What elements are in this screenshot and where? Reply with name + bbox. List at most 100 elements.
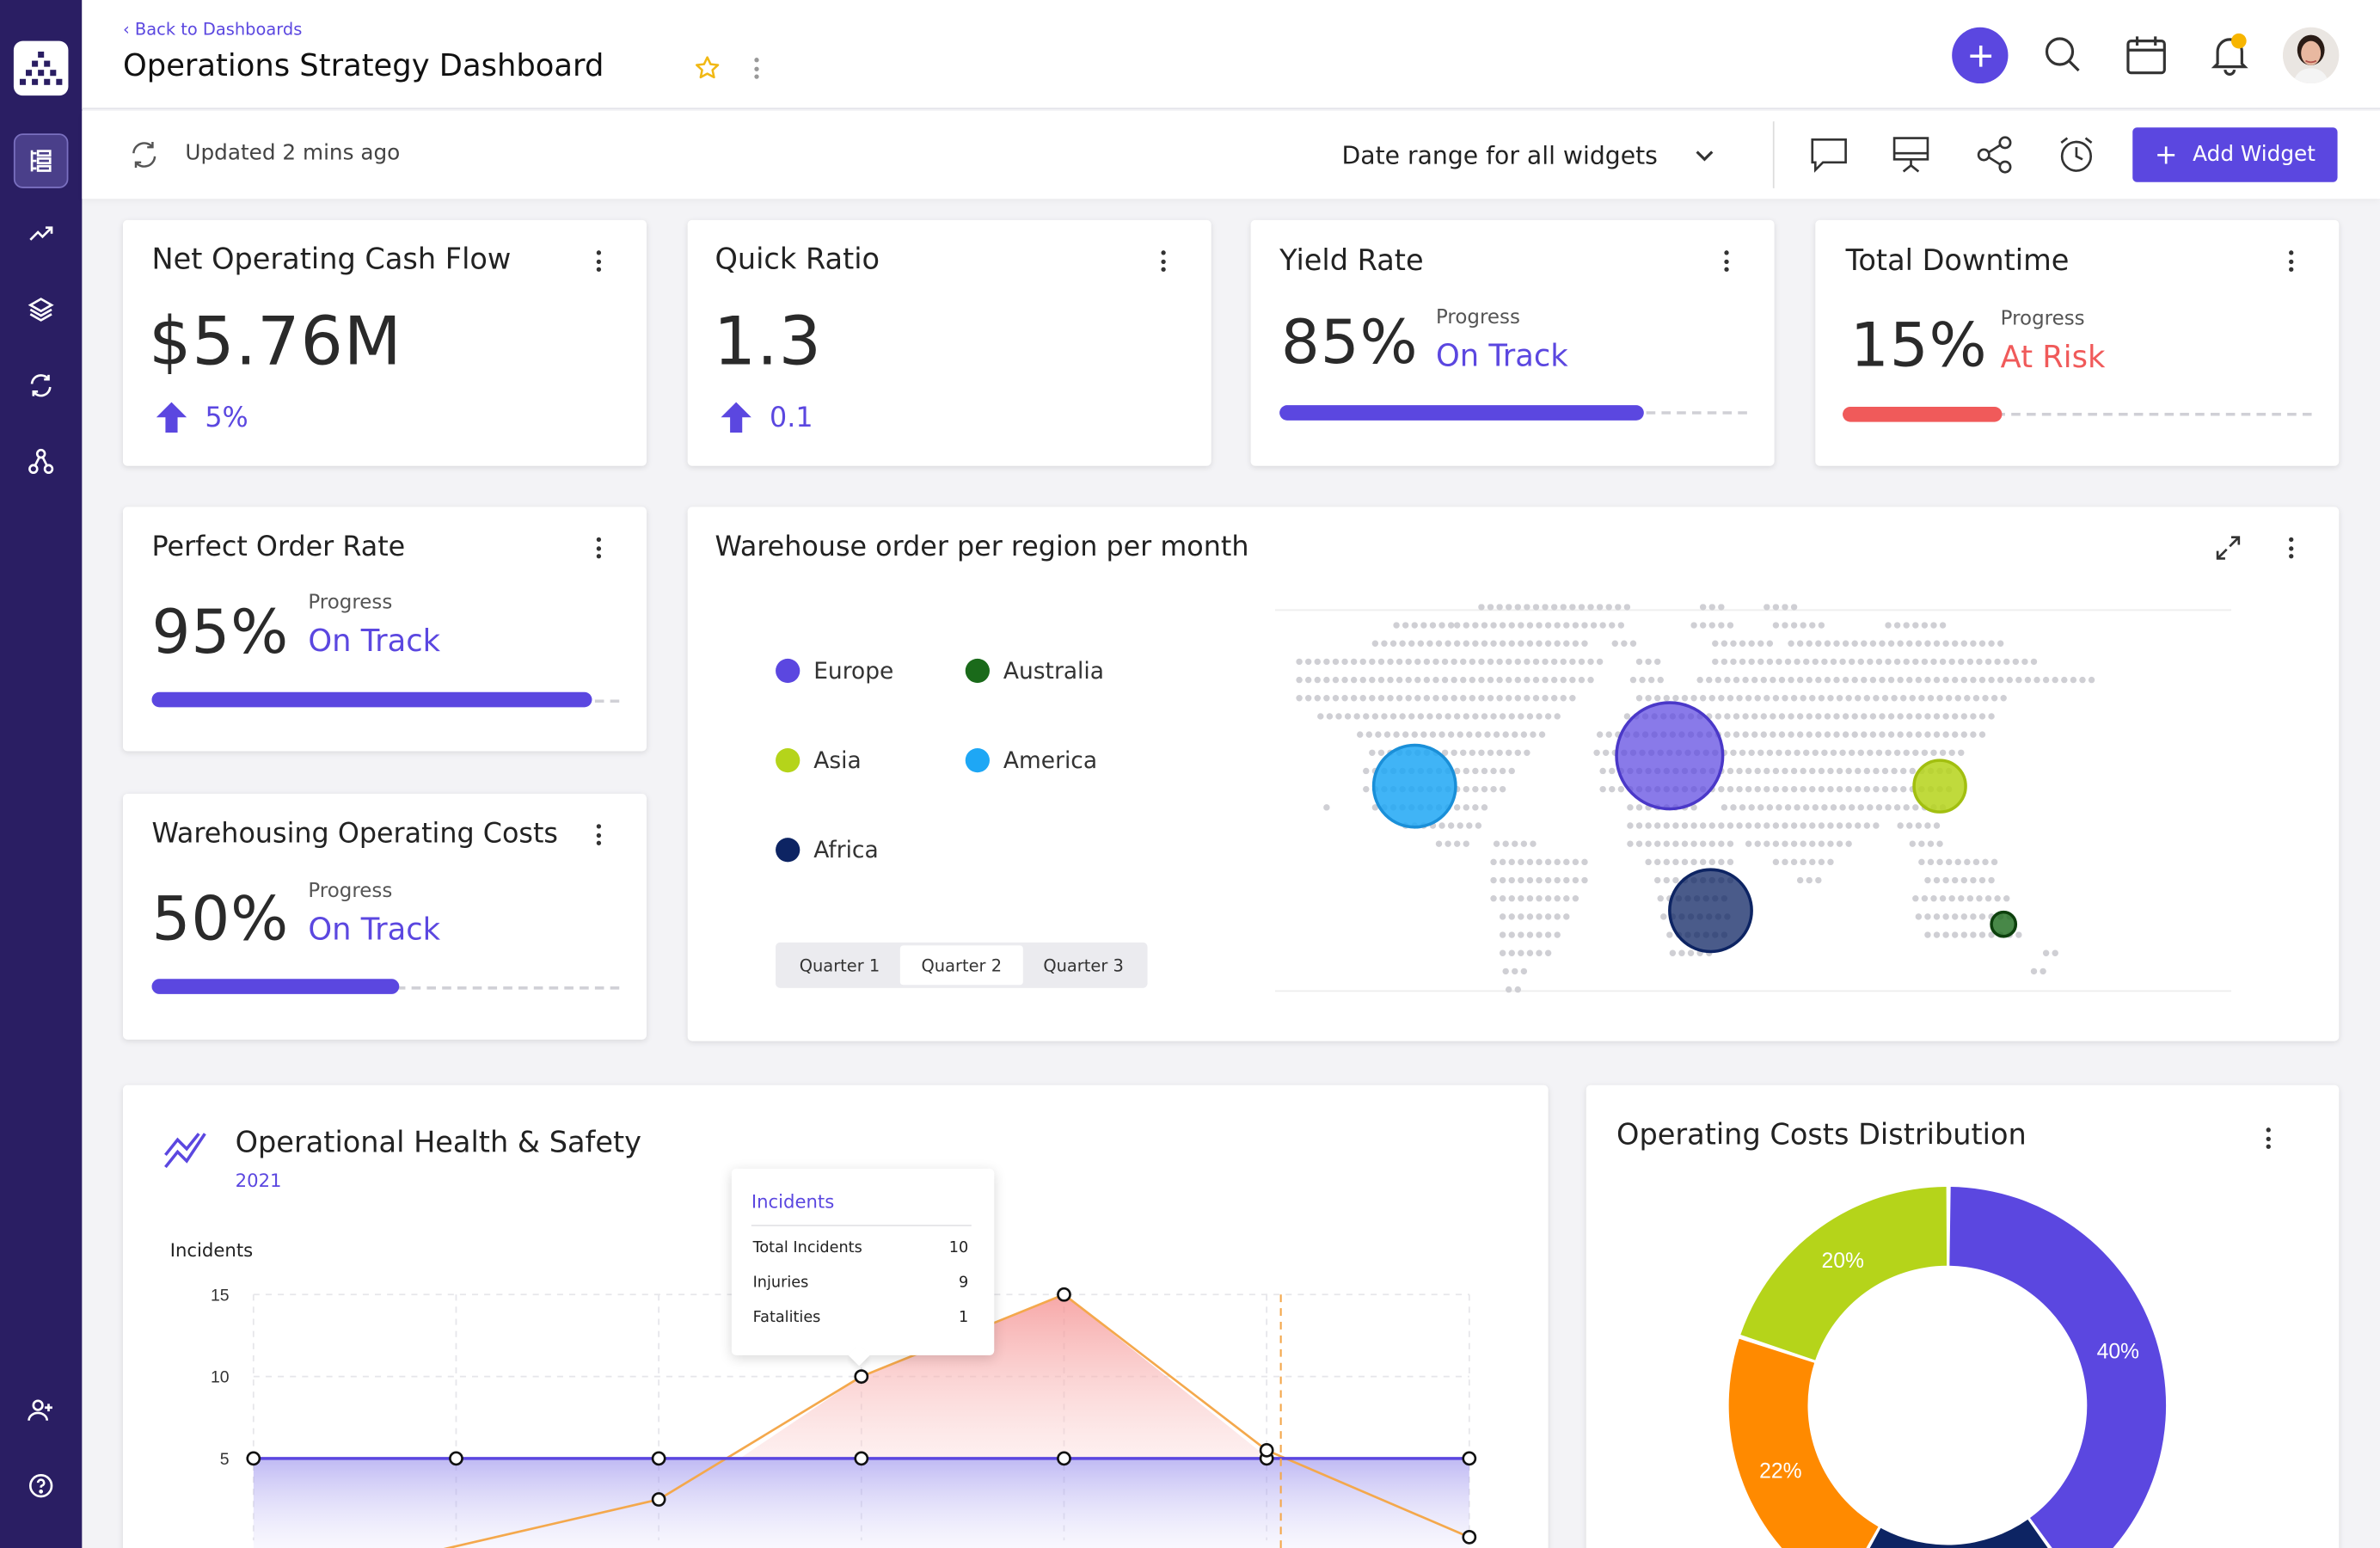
- tab-quarter-2[interactable]: Quarter 2: [900, 945, 1023, 986]
- card-menu-button[interactable]: [1154, 248, 1172, 275]
- legend-asia[interactable]: Asia: [776, 746, 862, 774]
- last-updated-text: Updated 2 mins ago: [185, 141, 401, 166]
- sidebar-item-network[interactable]: [14, 434, 69, 489]
- sync-icon: [30, 374, 52, 397]
- sidebar-item-add-user[interactable]: [14, 1383, 69, 1438]
- data-point[interactable]: [1057, 1287, 1071, 1302]
- favorite-star-button[interactable]: [692, 53, 722, 83]
- bubble-america[interactable]: [1371, 743, 1457, 829]
- tab-quarter-3[interactable]: Quarter 3: [1043, 955, 1124, 975]
- user-avatar[interactable]: [2283, 27, 2340, 84]
- status-text: On Track: [308, 910, 441, 948]
- add-widget-plus-icon: +: [2154, 138, 2178, 171]
- sidebar-item-dashboards[interactable]: [13, 133, 69, 188]
- schedule-button[interactable]: [2053, 132, 2099, 178]
- sidebar-item-help[interactable]: [14, 1459, 69, 1514]
- data-point[interactable]: [449, 1451, 463, 1466]
- title-menu-button[interactable]: [747, 55, 765, 83]
- donut-slice[interactable]: [1949, 1187, 2167, 1548]
- toolbar-divider: [1772, 121, 1775, 188]
- legend-label: Europe: [813, 657, 894, 685]
- legend-australia[interactable]: Australia: [965, 657, 1105, 685]
- bubble-australia[interactable]: [1990, 910, 2018, 938]
- notifications-button[interactable]: [2207, 30, 2253, 78]
- card-title: Operating Costs Distribution: [1616, 1118, 2027, 1152]
- card-operating-costs-distribution: Operating Costs Distribution: [1586, 1084, 2340, 1548]
- progress-label: Progress: [2000, 308, 2085, 331]
- card-menu-button[interactable]: [589, 534, 607, 562]
- data-point[interactable]: [1259, 1442, 1274, 1458]
- toolbar: Updated 2 mins ago Date range for all wi…: [82, 110, 2380, 200]
- card-menu-button[interactable]: [1717, 248, 1735, 275]
- bubble-asia[interactable]: [1912, 759, 1967, 814]
- share-button[interactable]: [1972, 132, 2017, 178]
- sidebar-item-sync[interactable]: [14, 358, 69, 413]
- card-menu-button[interactable]: [589, 248, 607, 275]
- card-warehousing-operating-costs: Warehousing Operating Costs 50% Progress…: [122, 793, 647, 1040]
- data-point[interactable]: [854, 1369, 869, 1384]
- tooltip-row-value: 9: [959, 1275, 969, 1292]
- refresh-button[interactable]: [127, 138, 161, 172]
- present-button[interactable]: [1888, 132, 1934, 178]
- expand-button[interactable]: [2211, 531, 2245, 565]
- add-widget-button[interactable]: + Add Widget: [2132, 127, 2338, 182]
- donut-slice[interactable]: [1728, 1338, 1879, 1548]
- kpi-value: 85%: [1280, 308, 1419, 378]
- bell-icon: [2211, 33, 2248, 76]
- donut-slice[interactable]: [1843, 1519, 2074, 1548]
- bubble-africa[interactable]: [1668, 868, 1753, 954]
- legend-label: Asia: [813, 746, 862, 774]
- add-user-icon: [28, 1399, 52, 1421]
- legend-label: America: [1003, 746, 1098, 774]
- y-tick-label: 5: [220, 1450, 230, 1469]
- logo-icon: [19, 51, 63, 85]
- chart-tooltip: Incidents Total Incidents 10 Injuries 9 Fa…: [731, 1168, 995, 1367]
- tooltip-row-value: 1: [959, 1309, 969, 1327]
- data-point[interactable]: [246, 1451, 261, 1466]
- tooltip-row: Fatalities 1: [753, 1310, 969, 1326]
- legend-label: Africa: [813, 836, 879, 864]
- tooltip-row-label: Injuries: [752, 1275, 809, 1292]
- costs-donut-chart: 40% 22% 20%: [1728, 1186, 2167, 1548]
- card-menu-button[interactable]: [2281, 248, 2299, 275]
- data-point[interactable]: [651, 1492, 666, 1507]
- card-menu-button[interactable]: [589, 821, 607, 849]
- legend-europe[interactable]: Europe: [776, 657, 893, 685]
- comments-button[interactable]: [1806, 132, 1852, 178]
- legend-label: Australia: [1003, 657, 1105, 685]
- donut-slice[interactable]: [1740, 1186, 1948, 1361]
- sidebar-item-trends[interactable]: [14, 206, 69, 261]
- sidebar-item-layers[interactable]: [14, 282, 69, 337]
- presentation-icon: [1892, 137, 1929, 173]
- legend-dot: [965, 658, 990, 684]
- tooltip-row-label: Fatalities: [752, 1309, 821, 1327]
- date-range-select[interactable]: Date range for all widgets: [1342, 135, 1715, 175]
- expand-icon: [2216, 536, 2241, 560]
- help-icon: [28, 1473, 53, 1498]
- calendar-icon: [2126, 36, 2166, 75]
- card-menu-button[interactable]: [2259, 1125, 2277, 1152]
- legend-america[interactable]: America: [965, 746, 1098, 774]
- back-to-dashboards-link[interactable]: ‹ Back to Dashboards: [122, 19, 303, 40]
- legend-africa[interactable]: Africa: [776, 836, 879, 863]
- list-tree-icon: [30, 150, 52, 172]
- progress-label: Progress: [1435, 306, 1520, 329]
- bubble-europe[interactable]: [1615, 701, 1725, 811]
- tab-quarter-1[interactable]: Quarter 1: [799, 955, 880, 975]
- data-point[interactable]: [1057, 1451, 1071, 1466]
- slice-label: 22%: [1759, 1460, 1801, 1484]
- app-logo[interactable]: [13, 40, 69, 96]
- create-button[interactable]: [1952, 27, 2009, 84]
- data-point[interactable]: [1462, 1529, 1477, 1545]
- tooltip-row-label: Total Incidents: [752, 1239, 862, 1257]
- card-menu-button[interactable]: [2281, 534, 2299, 562]
- search-button[interactable]: [2040, 30, 2086, 78]
- legend-dot: [776, 658, 800, 684]
- card-title: Yield Rate: [1279, 244, 1424, 278]
- progress-fill: [151, 979, 400, 994]
- page-title: Operations Strategy Dashboard: [122, 46, 604, 84]
- data-point[interactable]: [1462, 1451, 1477, 1466]
- calendar-button[interactable]: [2122, 30, 2170, 78]
- data-point[interactable]: [651, 1451, 666, 1466]
- data-point[interactable]: [854, 1451, 869, 1466]
